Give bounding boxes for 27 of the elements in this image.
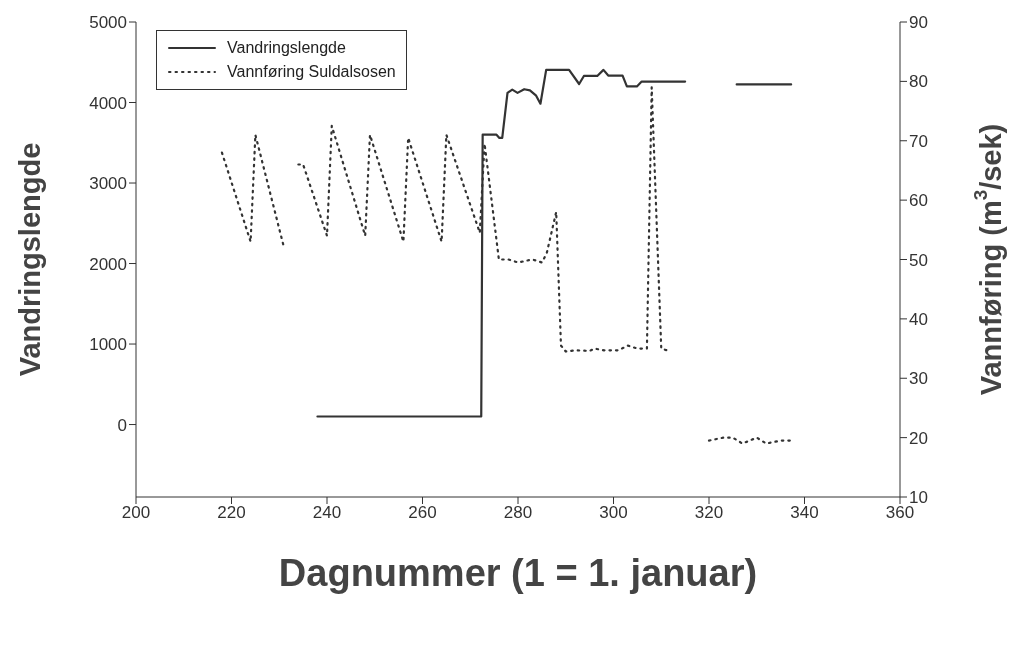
- legend-label: Vannføring Suldalsosen: [227, 63, 396, 81]
- y2-tick-label: 50: [909, 250, 928, 270]
- x-tick-label: 240: [312, 503, 342, 523]
- x-tick-label: 260: [408, 503, 437, 523]
- y-tick-label: 2000: [89, 254, 127, 274]
- y2-tick-label: 60: [909, 191, 928, 211]
- y2-tick-label: 90: [909, 13, 928, 33]
- x-tick-label: 280: [503, 503, 533, 523]
- y2-tick-label: 20: [909, 428, 928, 448]
- legend-label: Vandringslengde: [227, 39, 346, 57]
- x-tick-label: 300: [599, 503, 628, 523]
- y-tick-label: 5000: [89, 13, 127, 33]
- y-tick-label: 4000: [89, 93, 127, 113]
- y2-tick-label: 40: [909, 309, 928, 329]
- x-tick-label: 220: [217, 503, 246, 523]
- y-tick-label: 3000: [89, 174, 127, 194]
- y2-tick-label: 70: [909, 131, 928, 151]
- x-tick-label: 340: [790, 503, 819, 523]
- y-tick-label: 0: [117, 415, 127, 435]
- x-tick-label: 200: [121, 503, 151, 523]
- y2-tick-label: 80: [909, 72, 928, 92]
- x-tick-label: 360: [885, 503, 915, 523]
- y2-tick-label: 30: [909, 369, 928, 389]
- x-axis-title: Dagnummer (1 = 1. januar): [278, 552, 758, 594]
- y-axis-title: Vandringslengde: [14, 142, 46, 377]
- y-tick-label: 1000: [89, 335, 127, 355]
- x-tick-label: 320: [694, 503, 724, 523]
